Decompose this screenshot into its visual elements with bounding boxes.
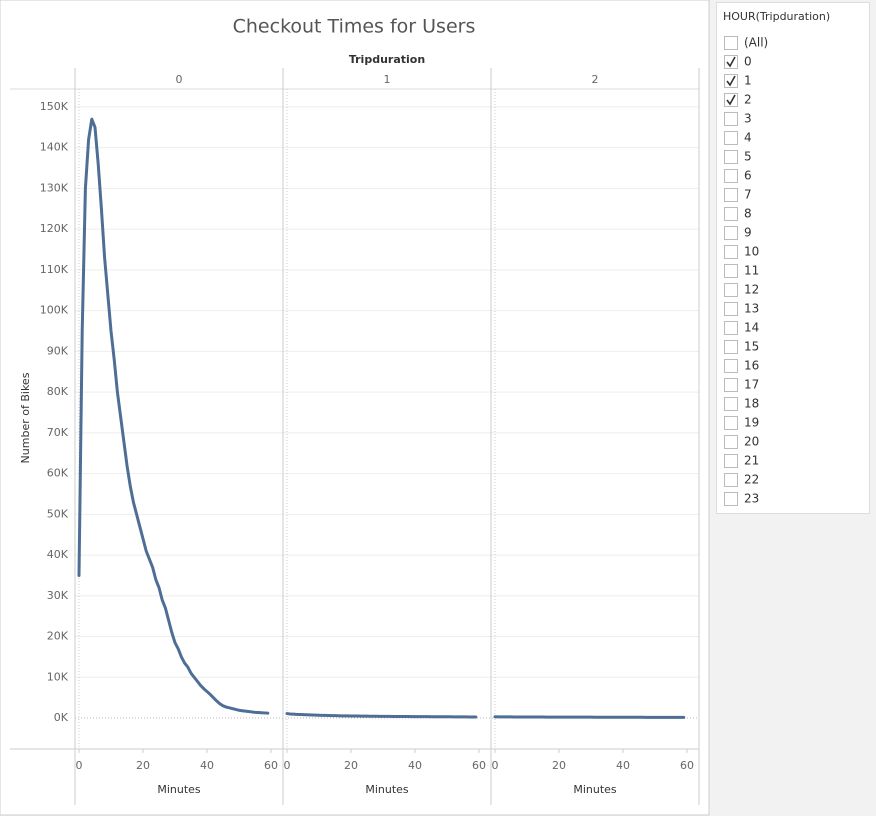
x-tick-label: 60 [264,759,278,772]
filter-item-label[interactable]: 22 [744,473,759,487]
filter-item-label[interactable]: 9 [744,226,752,240]
y-tick-label: 150K [40,100,69,113]
x-tick-label: 20 [344,759,358,772]
checkbox[interactable] [724,321,738,335]
checkbox[interactable] [724,378,738,392]
x-tick-label: 40 [408,759,422,772]
y-tick-label: 0K [54,711,69,724]
filter-item-label[interactable]: 16 [744,359,759,373]
checkbox[interactable] [724,264,738,278]
y-tick-label: 70K [47,426,69,439]
x-tick-label: 20 [552,759,566,772]
filter-item-label[interactable]: (All) [744,36,768,50]
y-tick-label: 110K [40,263,69,276]
panel-label: 1 [384,73,391,86]
y-tick-label: 10K [47,670,69,683]
line [493,715,686,719]
filter-item-label[interactable]: 4 [744,131,752,145]
filter-item-label[interactable]: 14 [744,321,759,335]
filter-item-label[interactable]: 20 [744,435,759,449]
filter-item-label[interactable]: 5 [744,150,752,164]
y-tick-label: 100K [40,304,69,317]
checkbox[interactable] [724,397,738,411]
y-tick-label: 30K [47,589,69,602]
y-tick-label: 130K [40,181,69,194]
filter-item-label[interactable]: 15 [744,340,759,354]
y-tick-label: 120K [40,222,69,235]
line [285,712,478,719]
y-tick-label: 40K [47,548,69,561]
checkbox[interactable] [724,302,738,316]
checkmark [726,56,736,68]
x-tick-label: 0 [492,759,499,772]
filter-item-label[interactable]: 8 [744,207,752,221]
x-tick-label: 40 [616,759,630,772]
checkbox[interactable] [724,359,738,373]
chart-area [0,0,710,816]
checkbox[interactable] [724,36,738,50]
filter-panel [716,2,870,514]
column-header: Tripduration [349,53,425,66]
checkmark [726,94,736,106]
checkbox[interactable] [724,283,738,297]
x-tick-label: 0 [76,759,83,772]
panel-label: 2 [592,73,599,86]
x-tick-label: 40 [200,759,214,772]
y-tick-label: 90K [47,344,69,357]
y-tick-label: 140K [40,141,69,154]
checkbox[interactable] [724,340,738,354]
filter-item-label[interactable]: 19 [744,416,759,430]
filter-item-label[interactable]: 1 [744,74,752,88]
line [77,117,270,715]
x-axis-label: Minutes [365,783,409,796]
panel-label: 0 [176,73,183,86]
y-tick-label: 20K [47,630,69,643]
filter-title: HOUR(Tripduration) [723,10,830,23]
checkbox[interactable] [724,169,738,183]
x-tick-label: 0 [284,759,291,772]
checkbox[interactable] [724,473,738,487]
filter-item-label[interactable]: 11 [744,264,759,278]
checkbox[interactable] [724,454,738,468]
checkbox[interactable] [724,131,738,145]
x-axis-label: Minutes [573,783,617,796]
x-tick-label: 20 [136,759,150,772]
checkbox[interactable] [724,150,738,164]
filter-item-label[interactable]: 0 [744,55,752,69]
checkbox[interactable] [724,188,738,202]
checkmark [726,75,736,87]
filter-item-label[interactable]: 2 [744,93,752,107]
checkbox[interactable] [724,416,738,430]
filter-item-label[interactable]: 6 [744,169,752,183]
checkbox[interactable] [724,112,738,126]
checkbox[interactable] [724,207,738,221]
filter-item-label[interactable]: 10 [744,245,759,259]
x-axis-label: Minutes [157,783,201,796]
filter-item-label[interactable]: 13 [744,302,759,316]
filter-item-label[interactable]: 23 [744,492,759,506]
y-axis-label: Number of Bikes [19,372,32,463]
filter-item-label[interactable]: 12 [744,283,759,297]
y-tick-label: 80K [47,385,69,398]
filter-item-label[interactable]: 21 [744,454,759,468]
filter-item-label[interactable]: 3 [744,112,752,126]
checkbox[interactable] [724,435,738,449]
y-tick-label: 60K [47,467,69,480]
filter-item-label[interactable]: 18 [744,397,759,411]
y-tick-label: 50K [47,507,69,520]
checkbox[interactable] [724,245,738,259]
checkbox[interactable] [724,226,738,240]
x-tick-label: 60 [472,759,486,772]
x-tick-label: 60 [680,759,694,772]
filter-item-label[interactable]: 17 [744,378,759,392]
checkbox[interactable] [724,492,738,506]
filter-item-label[interactable]: 7 [744,188,752,202]
chart-title: Checkout Times for Users [233,16,476,38]
